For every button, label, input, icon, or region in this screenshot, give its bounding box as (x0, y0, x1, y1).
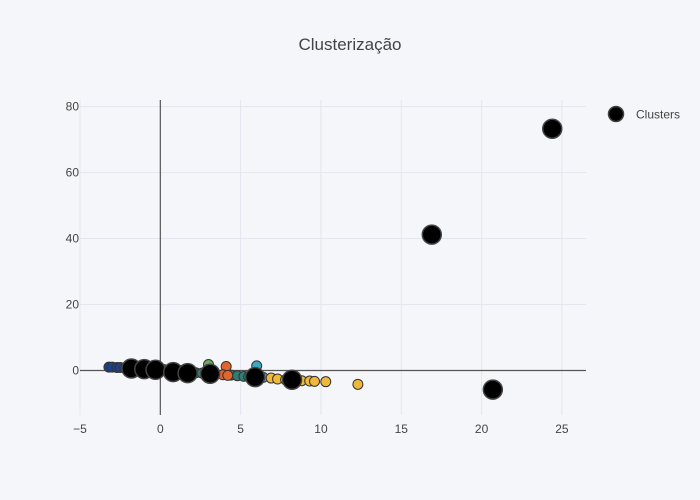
x-tick-label: 0 (157, 422, 164, 436)
cluster-centroid-point (542, 118, 563, 139)
x-tick-label: 25 (555, 422, 569, 436)
legend-label-clusters: Clusters (636, 108, 680, 122)
legend-marker-clusters (607, 105, 625, 123)
cluster-centroids (121, 118, 563, 400)
y-tick-label: 60 (66, 166, 80, 180)
cluster-centroid-point (244, 366, 266, 388)
y-tick-label: 80 (66, 100, 80, 114)
cluster-centroid-point (482, 379, 504, 400)
cluster-centroid-point (199, 363, 221, 385)
x-tick-label: 20 (475, 422, 489, 436)
x-tick-label: −5 (73, 422, 87, 436)
x-axis-ticks: −5 0 5 10 15 20 25 (73, 422, 569, 436)
y-tick-label: 0 (72, 363, 79, 377)
data-point (352, 378, 364, 390)
x-tick-label: 10 (314, 422, 328, 436)
x-tick-label: 5 (237, 422, 244, 436)
cluster-centroid-point (177, 362, 198, 384)
data-point (309, 375, 321, 387)
x-tick-label: 15 (395, 422, 409, 436)
data-point (320, 376, 332, 388)
data-point (222, 369, 234, 381)
chart-title: Clusterização (299, 35, 402, 54)
y-axis-ticks: 0 20 40 60 80 (66, 100, 80, 378)
legend[interactable]: Clusters (607, 105, 681, 123)
grid-lines (79, 100, 586, 415)
cluster-centroid-point (281, 369, 303, 390)
cluster-centroid-point (421, 224, 443, 245)
y-tick-label: 20 (66, 298, 80, 312)
y-tick-label: 40 (66, 232, 80, 246)
cluster-centroid-point (145, 359, 166, 381)
